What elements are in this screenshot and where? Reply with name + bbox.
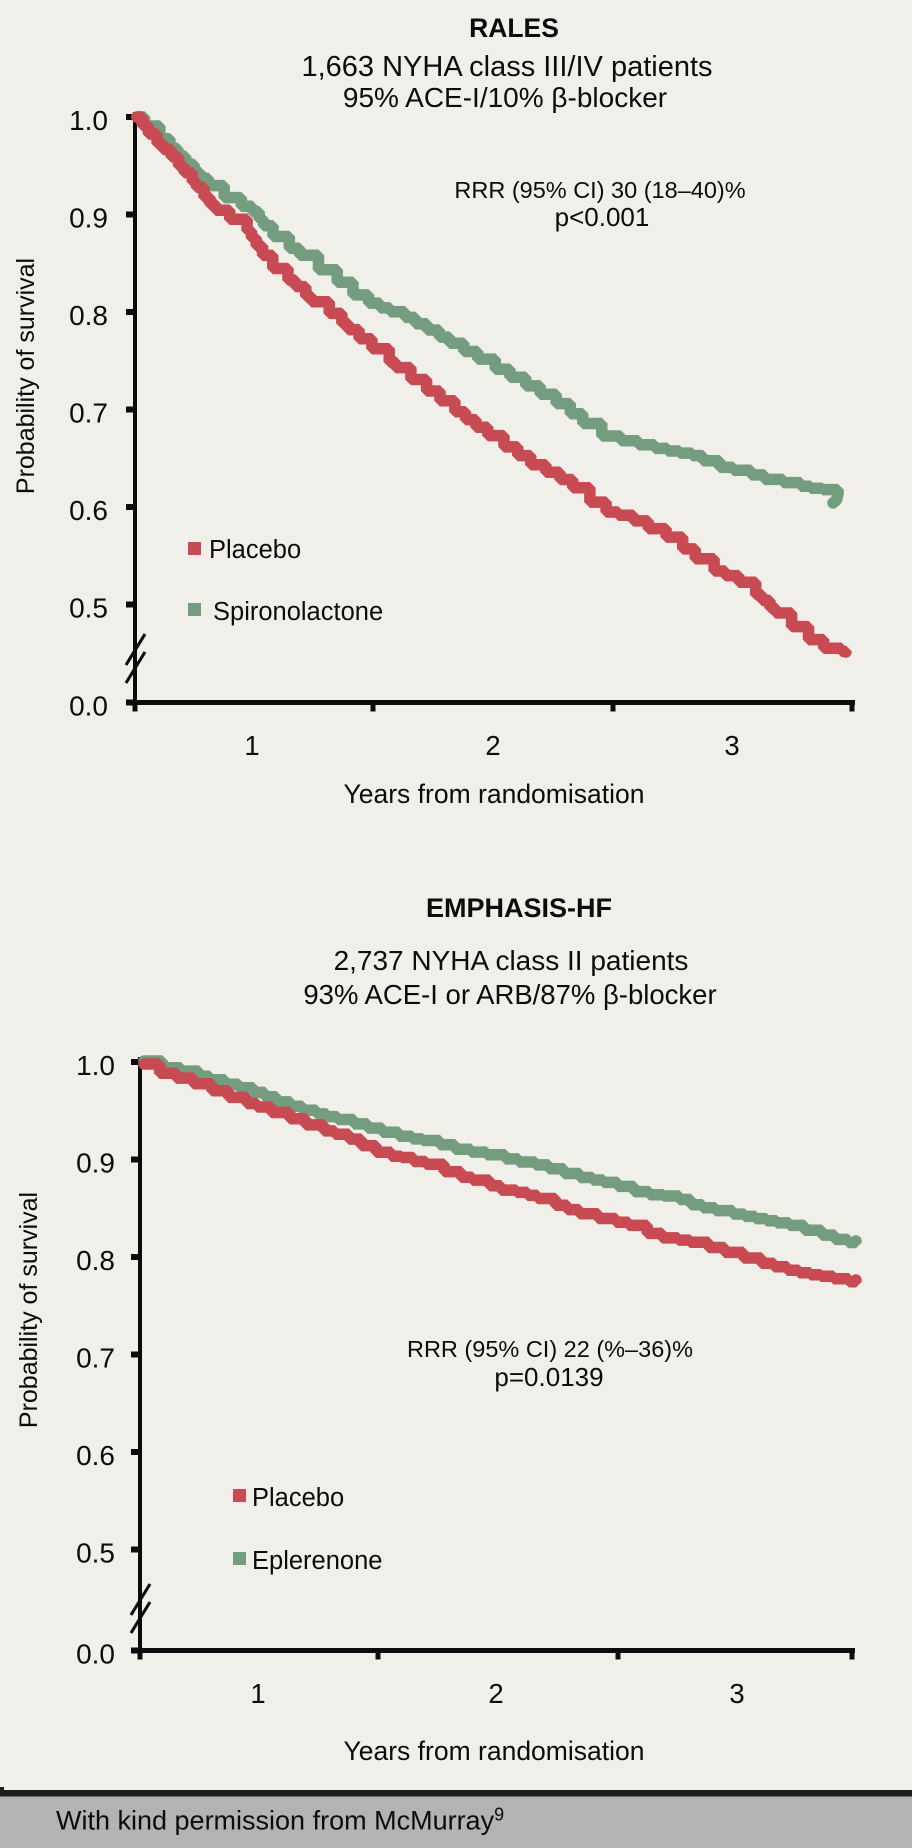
svg-text:2: 2 bbox=[488, 1678, 503, 1709]
svg-text:1: 1 bbox=[250, 1678, 265, 1709]
svg-text:2,737 NYHA class II patients: 2,737 NYHA class II patients bbox=[334, 945, 689, 976]
svg-text:RRR (95% CI) 22 (%–36)%: RRR (95% CI) 22 (%–36)% bbox=[407, 1336, 693, 1362]
svg-text:0.5: 0.5 bbox=[69, 593, 108, 624]
svg-text:RALES: RALES bbox=[469, 13, 559, 43]
svg-text:Placebo: Placebo bbox=[209, 536, 301, 564]
svg-text:With kind permission from McMu: With kind permission from McMurray9 bbox=[56, 1805, 504, 1836]
svg-text:p<0.001: p<0.001 bbox=[555, 202, 650, 232]
svg-text:0.8: 0.8 bbox=[69, 300, 108, 331]
svg-text:0.9: 0.9 bbox=[69, 203, 108, 234]
svg-text:0.6: 0.6 bbox=[76, 1440, 115, 1471]
svg-text:RRR (95% CI) 30 (18–40)%: RRR (95% CI) 30 (18–40)% bbox=[454, 177, 745, 203]
svg-text:0.0: 0.0 bbox=[76, 1639, 115, 1670]
svg-text:0.7: 0.7 bbox=[76, 1343, 115, 1374]
svg-text:EMPHASIS-HF: EMPHASIS-HF bbox=[426, 893, 612, 923]
svg-text:0.9: 0.9 bbox=[76, 1148, 115, 1179]
svg-text:0.6: 0.6 bbox=[69, 495, 108, 526]
svg-text:p=0.0139: p=0.0139 bbox=[494, 1362, 603, 1392]
svg-text:Probability of survival: Probability of survival bbox=[15, 1192, 43, 1428]
svg-text:Spironolactone: Spironolactone bbox=[213, 598, 383, 626]
svg-text:Years from randomisation: Years from randomisation bbox=[344, 779, 645, 809]
svg-text:Years from randomisation: Years from randomisation bbox=[344, 1736, 645, 1766]
svg-text:2: 2 bbox=[485, 730, 500, 761]
svg-text:3: 3 bbox=[729, 1678, 744, 1709]
svg-text:0.8: 0.8 bbox=[76, 1245, 115, 1276]
svg-text:93% ACE-I or ARB/87% β-blocker: 93% ACE-I or ARB/87% β-blocker bbox=[303, 979, 716, 1010]
svg-text:1: 1 bbox=[244, 730, 259, 761]
svg-text:0.7: 0.7 bbox=[69, 398, 108, 429]
svg-text:0.0: 0.0 bbox=[69, 691, 108, 722]
svg-text:Eplerenone: Eplerenone bbox=[252, 1547, 382, 1575]
svg-text:Placebo: Placebo bbox=[252, 1484, 344, 1512]
svg-text:1.0: 1.0 bbox=[69, 105, 108, 136]
svg-text:1,663 NYHA class III/IV patien: 1,663 NYHA class III/IV patients bbox=[301, 51, 712, 83]
svg-text:95% ACE-I/10% β-blocker: 95% ACE-I/10% β-blocker bbox=[343, 82, 667, 113]
svg-text:0.5: 0.5 bbox=[76, 1538, 115, 1569]
svg-text:3: 3 bbox=[724, 730, 739, 761]
svg-text:1.0: 1.0 bbox=[76, 1050, 115, 1081]
svg-text:Probability of survival: Probability of survival bbox=[12, 258, 40, 494]
